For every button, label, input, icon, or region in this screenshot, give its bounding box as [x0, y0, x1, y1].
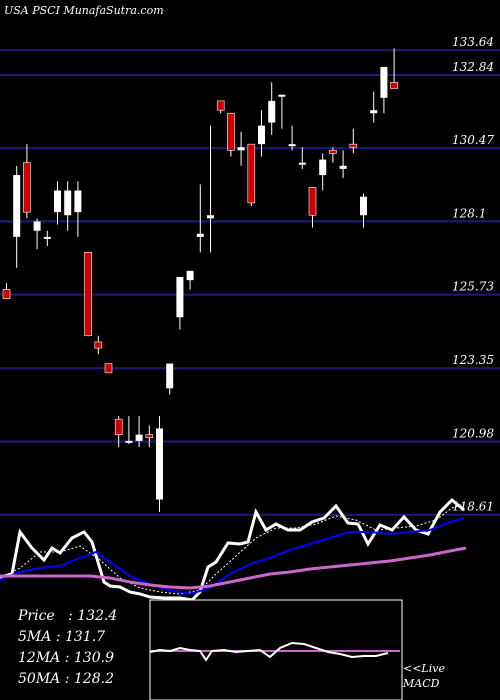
twelve-day-ma-line: [0, 517, 465, 596]
candle-up: [74, 190, 82, 213]
candle-up: [288, 144, 296, 147]
candle-down: [104, 363, 113, 374]
candle-down: [114, 418, 123, 435]
macd-panel: [149, 599, 403, 700]
candle-down: [349, 143, 358, 148]
candle-down: [94, 341, 103, 349]
ma5-stat: 5MA : 131.7: [18, 629, 106, 645]
candle-up: [176, 277, 184, 318]
live-label: <<Live: [403, 662, 445, 675]
candle-up: [207, 215, 214, 219]
macd-line: [149, 641, 389, 662]
y-tick-label: 125.73: [452, 280, 494, 294]
price-value: 132.4: [77, 608, 118, 624]
ma50-label: 50MA: [18, 671, 61, 687]
candle-up: [370, 110, 378, 114]
five-day-ma-line: [0, 503, 465, 595]
y-tick-label: 133.64: [452, 35, 494, 49]
y-tick-label: 130.47: [452, 133, 494, 147]
candle-down: [84, 252, 92, 337]
candle-down: [23, 162, 31, 213]
candle-up: [43, 236, 51, 239]
candle-up: [298, 162, 306, 165]
candle-up: [13, 175, 21, 237]
candle-up: [166, 363, 174, 389]
y-axis-tick-labels: 133.64 132.84 130.47 128.1 125.73 123.35 120.9…: [452, 35, 494, 513]
candle-up: [319, 159, 327, 176]
stats-panel: Price : 132.4 5MA : 131.7 12MA : 130.9 5…: [18, 606, 117, 690]
candle-up: [125, 440, 133, 443]
candle-up: [360, 196, 367, 216]
candle-down: [308, 187, 317, 216]
candle-up: [380, 66, 388, 98]
candle-down: [390, 82, 398, 89]
fifty-day-ma-line: [0, 546, 467, 590]
candle-down: [247, 143, 256, 204]
candlesticks: [2, 48, 398, 512]
candle-down: [227, 112, 235, 151]
candle-down: [2, 289, 11, 299]
ma12-label: 12MA: [18, 650, 61, 666]
candle-up: [278, 94, 286, 97]
y-tick-label: 120.98: [452, 426, 494, 440]
candle-up: [64, 190, 72, 216]
ma5-value: 131.7: [64, 629, 106, 645]
y-tick-label: 132.84: [452, 60, 494, 74]
macd-title: MACD: [403, 677, 440, 690]
candle-down: [145, 434, 154, 439]
chart-title: USA PSCI MunafaSutra.com: [4, 4, 164, 17]
price-label: Price: [18, 608, 55, 624]
ma50-value: 128.2: [73, 671, 114, 687]
candle-up: [186, 270, 194, 281]
candle-up: [156, 428, 163, 500]
candle-up: [237, 147, 245, 151]
ma12-value: 130.9: [73, 650, 114, 666]
candle-up: [135, 434, 143, 441]
candle-up: [258, 125, 265, 145]
ma12-stat: 12MA : 130.9: [18, 650, 114, 666]
ma5-label: 5MA: [18, 629, 52, 645]
moving-average-panel: [0, 497, 467, 602]
gridlines: [0, 49, 500, 516]
candle-up: [339, 165, 347, 169]
candle-up: [268, 100, 276, 123]
y-tick-label: 128.1: [452, 206, 486, 220]
macd-label: <<Live MACD: [403, 661, 445, 691]
price-stat: Price : 132.4: [18, 608, 118, 624]
y-tick-label: 123.35: [452, 353, 494, 367]
ma50-stat: 50MA : 128.2: [18, 671, 114, 687]
candle-up: [33, 221, 41, 231]
candle-up: [54, 190, 61, 213]
price-line: [0, 497, 465, 602]
candle-down: [329, 150, 337, 154]
candle-up: [196, 233, 204, 237]
candle-down: [216, 100, 225, 111]
